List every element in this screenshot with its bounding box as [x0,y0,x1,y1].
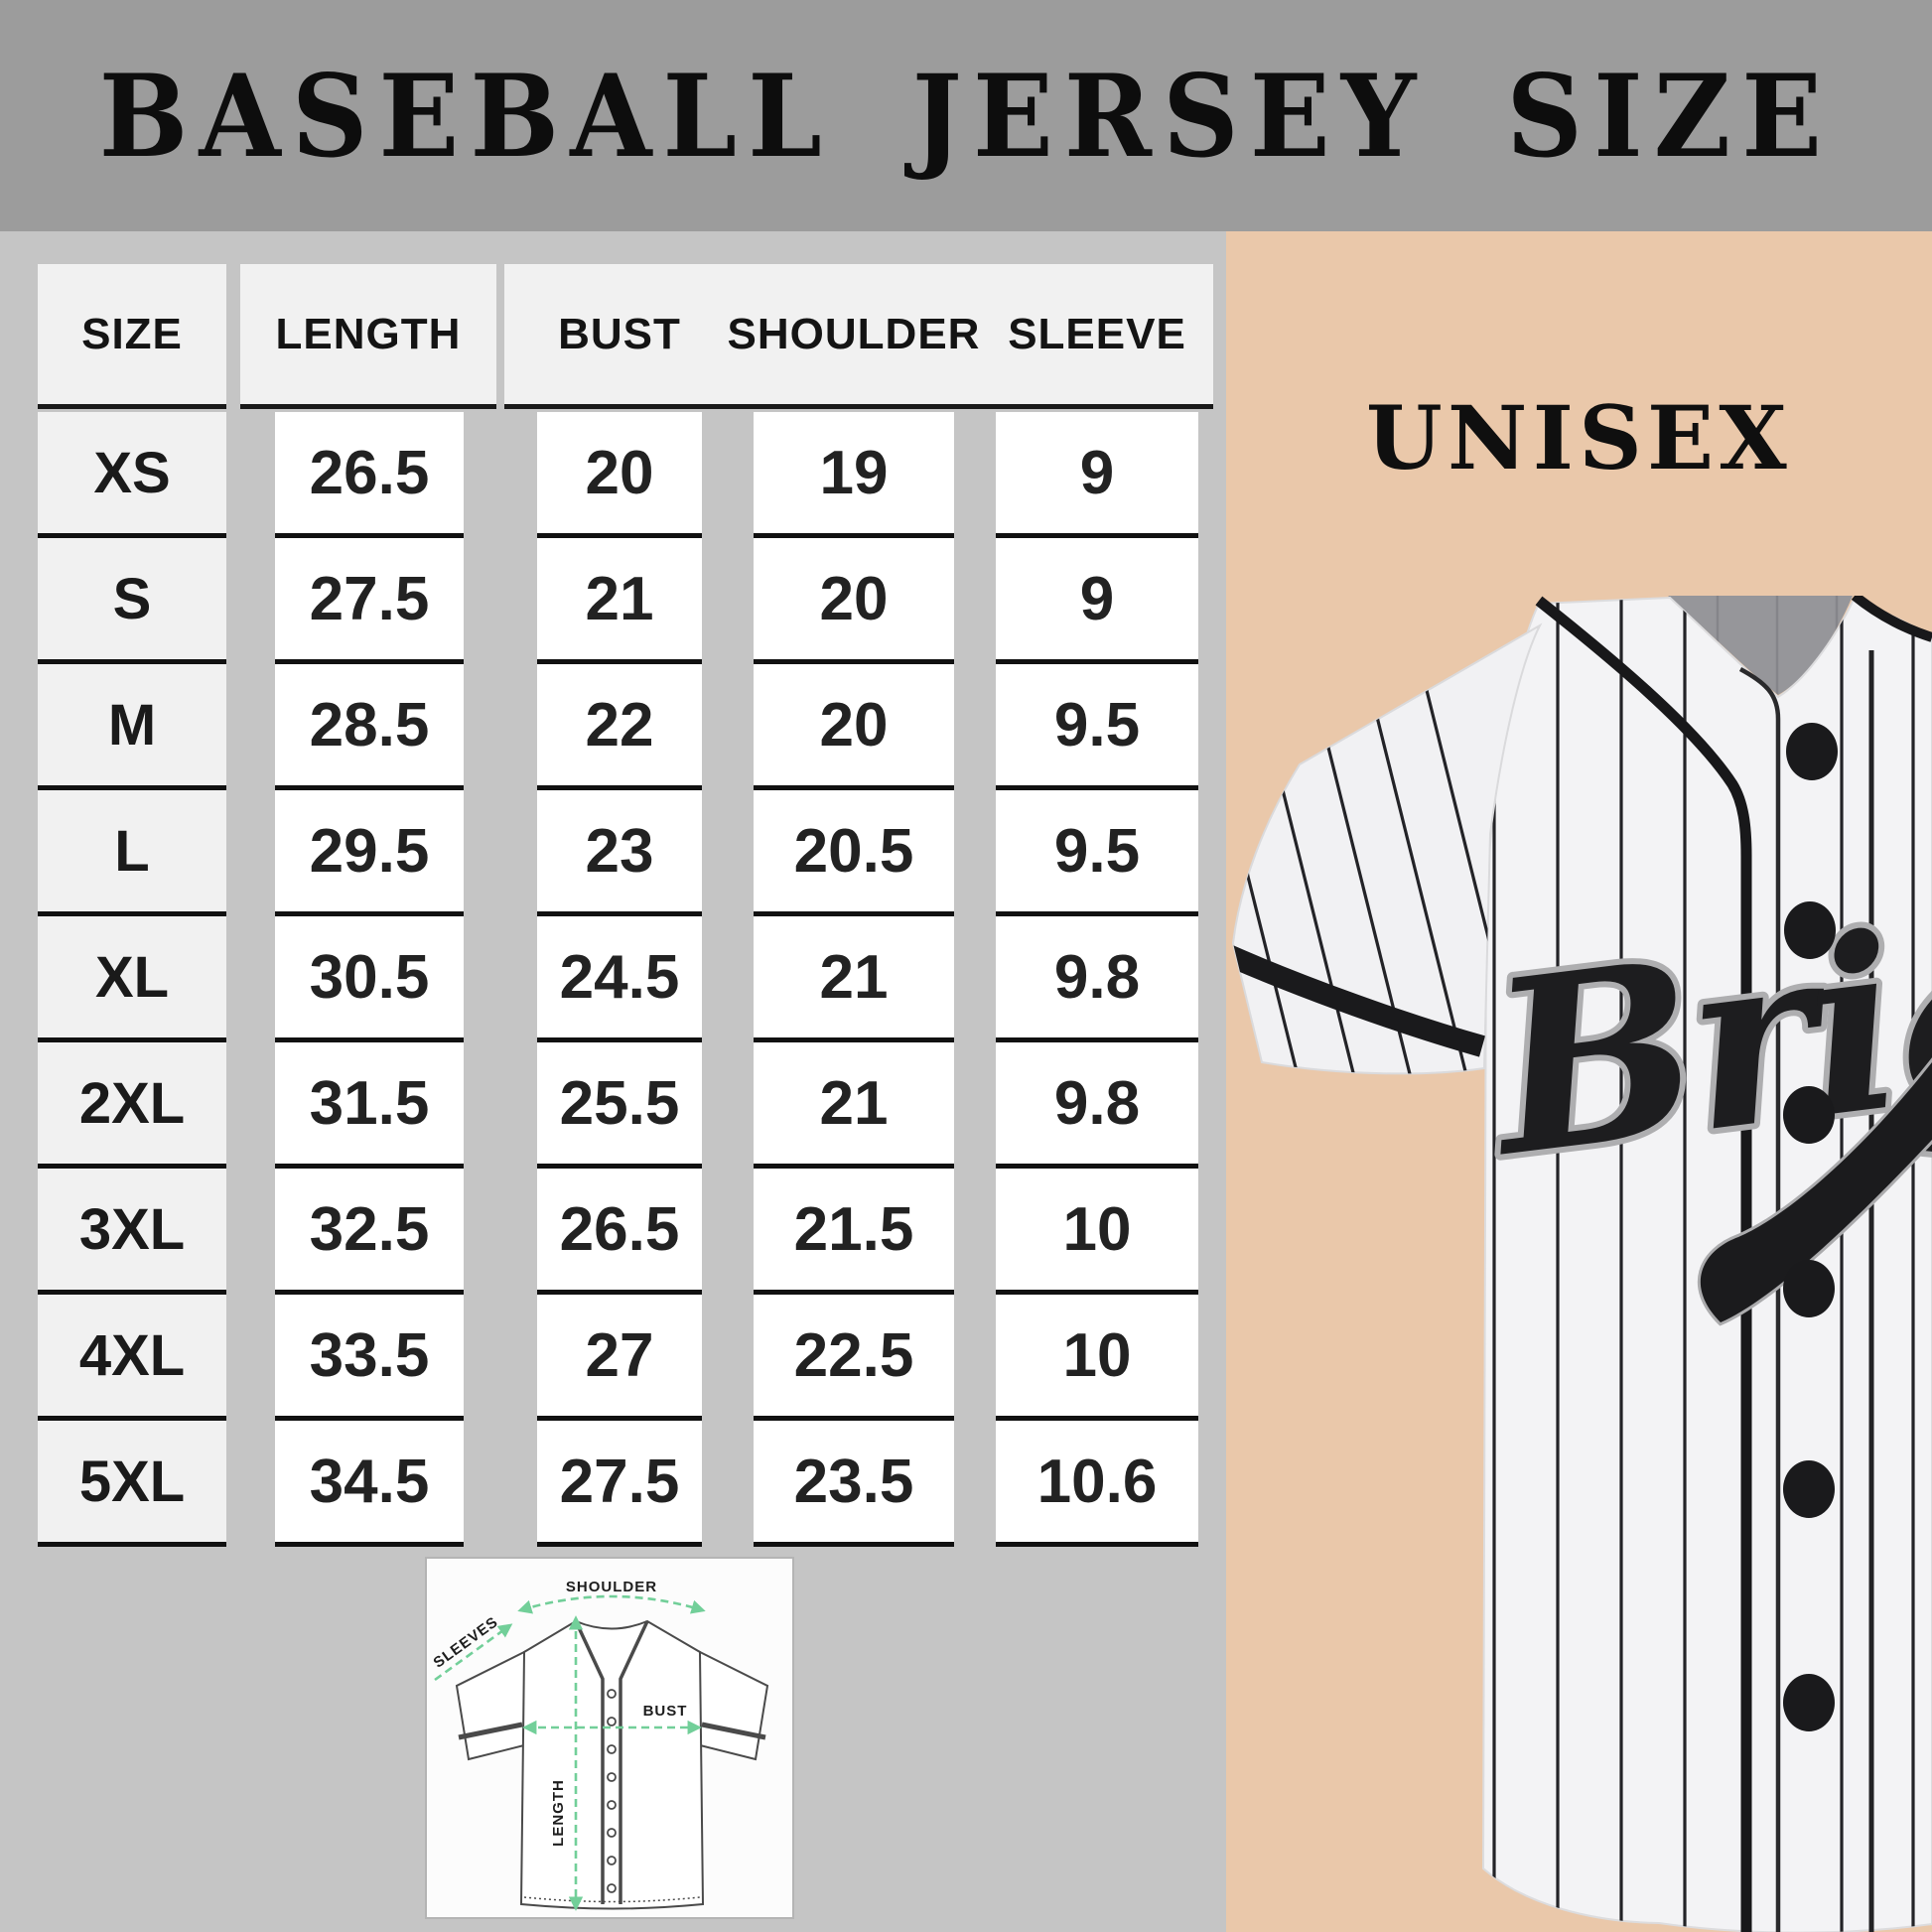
table-header-size: SIZE [38,264,226,409]
unisex-heading: UNISEX [1366,386,1792,489]
table-header-group: BUST SHOULDER SLEEVE [504,264,1213,409]
shoulder-cell: 23.5 [754,1421,954,1547]
sleeve-cell: 10 [996,1169,1198,1295]
shoulder-arrow [517,1594,706,1614]
shoulder-cell: 21.5 [754,1169,954,1295]
length-cell: 28.5 [275,664,464,790]
diagram-body [519,1619,705,1910]
placket-edge [1738,667,1781,1932]
sleeve-cell: 9 [996,412,1198,538]
table-header-bust: BUST [558,309,681,358]
size-cell: 4XL [38,1295,226,1421]
diagram-buttons [607,1689,617,1893]
sleeves-arrow [434,1623,513,1682]
sleeve-column: 9 9 9.5 9.5 9.8 9.8 10 10 10.6 [996,412,1198,1547]
shoulder-cell: 22.5 [754,1295,954,1421]
jersey-photo: Brig [1231,596,1932,1932]
diagram-vneck [574,1620,649,1904]
length-cell: 26.5 [275,412,464,538]
shoulder-column: 19 20 20 20.5 21 21 21.5 22.5 23.5 [754,412,954,1547]
length-cell: 30.5 [275,916,464,1042]
sleeve-cell: 9.8 [996,916,1198,1042]
bust-cell: 20 [537,412,702,538]
header-band: BASEBALL JERSEY SIZE [0,0,1932,231]
measurement-diagram: SHOULDER SLEEVES BUST LENGTH [425,1557,794,1919]
jersey-button [1786,723,1838,780]
collar-piping-right [1851,596,1932,642]
jersey-collar-opening [1668,596,1853,695]
jersey-buttons [1783,723,1838,1731]
bust-cell: 25.5 [537,1042,702,1169]
size-cell: 3XL [38,1169,226,1295]
length-cell: 27.5 [275,538,464,664]
length-cell: 33.5 [275,1295,464,1421]
bust-cell: 22 [537,664,702,790]
jersey-button [1783,1260,1835,1317]
shoulder-cell: 20 [754,664,954,790]
shoulder-cell: 21 [754,1042,954,1169]
sleeve-cell: 10.6 [996,1421,1198,1547]
length-cell: 34.5 [275,1421,464,1547]
body-pinstripes [1492,598,1915,1932]
bust-cell: 27 [537,1295,702,1421]
size-cell: L [38,790,226,916]
jersey-button [1783,1674,1835,1731]
diagram-bust-label: BUST [643,1703,688,1720]
jersey-sleeve [1231,622,1543,1075]
collar-piping-left [1535,596,1752,1932]
shoulder-cell: 19 [754,412,954,538]
measurement-arrows [434,1594,706,1911]
table-header-sleeve: SLEEVE [1008,309,1186,358]
size-cell: M [38,664,226,790]
size-cell: S [38,538,226,664]
diagram-hem-stitch [523,1896,701,1903]
diagram-length-label: LENGTH [550,1779,567,1847]
bust-cell: 24.5 [537,916,702,1042]
sleeve-cell: 9.5 [996,790,1198,916]
page-title: BASEBALL JERSEY SIZE [98,49,1834,183]
diagram-sleeves-label: SLEEVES [431,1613,502,1672]
shoulder-cell: 20 [754,538,954,664]
table-header-shoulder: SHOULDER [727,309,981,358]
diagram-shoulder-label: SHOULDER [566,1579,657,1595]
diagram-sleeve-right [699,1650,769,1761]
table-header-size-label: SIZE [81,309,183,358]
sleeve-hem-stripe [1233,944,1485,1057]
size-cell: 5XL [38,1421,226,1547]
diagram-sleeve-left [455,1650,525,1761]
shoulder-cell: 20.5 [754,790,954,916]
diagram-jersey-outline [455,1619,769,1910]
bust-cell: 26.5 [537,1169,702,1295]
sleeve-cell: 9 [996,538,1198,664]
sleeve-cell: 9.8 [996,1042,1198,1169]
length-cell: 29.5 [275,790,464,916]
sleeve-cell: 9.5 [996,664,1198,790]
measurement-diagram-drawing: SHOULDER SLEEVES BUST LENGTH [431,1579,769,1911]
length-cell: 32.5 [275,1169,464,1295]
diagram-cuff-right [701,1722,766,1740]
jersey-button [1783,1460,1835,1518]
table-header-length-label: LENGTH [275,309,462,358]
bust-column: 20 21 22 23 24.5 25.5 26.5 27 27.5 [537,412,702,1547]
bust-cell: 23 [537,790,702,916]
sleeve-cell: 10 [996,1295,1198,1421]
size-cell: XL [38,916,226,1042]
length-column: 26.5 27.5 28.5 29.5 30.5 31.5 32.5 33.5 … [275,412,464,1547]
bust-cell: 27.5 [537,1421,702,1547]
table-header-length: LENGTH [240,264,496,409]
length-cell: 31.5 [275,1042,464,1169]
size-cell: 2XL [38,1042,226,1169]
shoulder-cell: 21 [754,916,954,1042]
diagram-cuff-left [458,1722,523,1740]
bust-cell: 21 [537,538,702,664]
jersey-button [1784,901,1836,959]
size-cell: XS [38,412,226,538]
jersey-button [1783,1086,1835,1144]
unisex-panel: UNISEX [1226,231,1932,1932]
size-column: XS S M L XL 2XL 3XL 4XL 5XL [38,412,226,1547]
